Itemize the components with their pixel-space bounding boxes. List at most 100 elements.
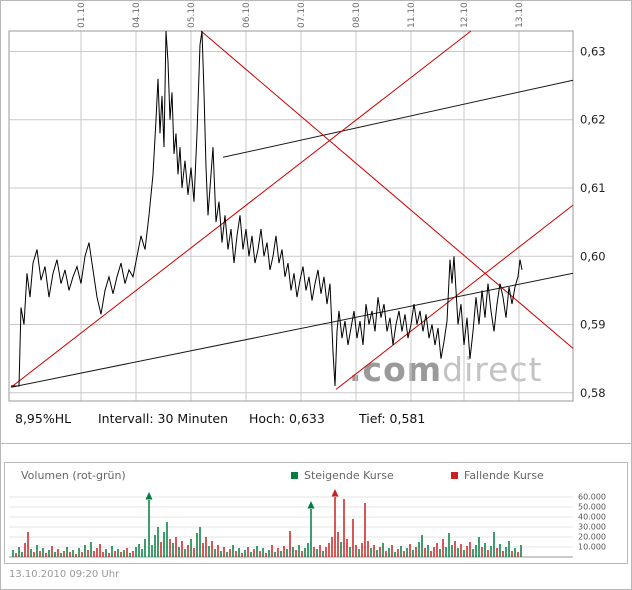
legend-falling-kurse: Fallende Kurse: [451, 469, 544, 482]
volume-bar: [78, 548, 80, 557]
volume-bar: [126, 548, 128, 557]
volume-bar: [144, 539, 146, 557]
volume-bar: [244, 550, 246, 557]
x-axis-date-label: 06.10.: [242, 1, 252, 28]
x-axis-date-label: 13.10.: [515, 1, 525, 28]
price-chart-svg: 0,58 0,59 0,60 0,61 0,62 0,63 01.10. 04.10. 05.1…: [8, 1, 606, 402]
volume-bar: [54, 552, 56, 557]
trend-line: [10, 30, 472, 388]
volume-bar: [511, 551, 513, 557]
volume-bar: [166, 522, 168, 557]
volume-bar: [478, 537, 480, 557]
volume-bar: [424, 548, 426, 557]
volume-bar: [45, 553, 47, 557]
legend-rising-label: Steigende Kurse: [304, 469, 394, 482]
volume-bar: [160, 542, 162, 557]
volume-bar: [352, 519, 354, 557]
volume-title: Volumen (rot-grün): [21, 469, 126, 482]
volume-bar: [84, 545, 86, 557]
x-axis-date-label: 08.10.: [352, 1, 362, 28]
price-chart-panel: .comdirect 0,58 0,59 0,60 0,61 0,62 0,63 01.10…: [1, 1, 631, 444]
volume-bar: [247, 547, 249, 557]
volume-bar: [421, 535, 423, 557]
volume-bar: [75, 554, 77, 557]
volume-bar: [129, 553, 131, 557]
volume-bar: [502, 551, 504, 557]
volume-bar: [349, 547, 351, 557]
volume-bar: [151, 545, 153, 557]
volume-tick-label: 40.000: [578, 513, 606, 522]
trend-line: [200, 30, 574, 349]
volume-bar: [154, 535, 156, 557]
volume-bar: [33, 552, 35, 557]
volume-bar: [27, 532, 29, 557]
trend-line: [335, 204, 574, 390]
volume-bar: [448, 533, 450, 557]
volume-bar: [138, 544, 140, 557]
y-axis-tick-label: 0,58: [580, 386, 606, 400]
volume-bar: [205, 537, 207, 557]
volume-bar: [220, 551, 222, 557]
volume-panel: Volumen (rot-grün) Steigende Kurse Falle…: [4, 462, 628, 564]
volume-bar: [274, 552, 276, 557]
volume-bar: [337, 532, 339, 557]
volume-tick-label: 30.000: [578, 523, 606, 532]
volume-bar: [241, 553, 243, 557]
volume-bar: [105, 549, 107, 557]
volume-bar: [310, 509, 312, 557]
volume-bar: [148, 500, 150, 557]
volume-bar: [256, 546, 258, 557]
volume-bar: [193, 548, 195, 557]
volume-bar: [490, 546, 492, 557]
volume-bar: [226, 552, 228, 557]
volume-bar: [30, 549, 32, 557]
volume-bar: [505, 547, 507, 557]
volume-bar: [304, 548, 306, 557]
volume-bar: [394, 552, 396, 557]
comdirect-watermark: .comdirect: [349, 353, 543, 386]
volume-bar: [460, 544, 462, 557]
volume-bar: [496, 548, 498, 557]
signal-arrow-icon: [331, 489, 339, 497]
volume-bar: [268, 550, 270, 557]
volume-bar: [517, 552, 519, 557]
volume-tick-label: 60.000: [578, 493, 606, 502]
x-axis-date-label: 11.10.: [407, 1, 417, 28]
volume-bar: [280, 551, 282, 557]
volume-bar: [331, 537, 333, 557]
volume-bar: [253, 549, 255, 557]
volume-bar: [313, 547, 315, 557]
volume-bar: [117, 549, 119, 557]
volume-bar: [39, 551, 41, 557]
volume-bar: [316, 549, 318, 557]
volume-bar: [141, 549, 143, 557]
watermark-com: .com: [349, 350, 443, 389]
volume-bar: [102, 552, 104, 557]
volume-bar: [175, 537, 177, 557]
volume-bar: [439, 549, 441, 557]
trend-line: [10, 272, 574, 388]
x-axis-date-label: 12.10.: [460, 1, 470, 28]
y-axis-tick-label: 0,61: [580, 181, 606, 195]
volume-bar: [409, 544, 411, 557]
volume-bar: [81, 552, 83, 557]
volume-bar: [90, 542, 92, 557]
volume-bar: [157, 527, 159, 557]
volume-bar: [87, 550, 89, 557]
volume-bar: [120, 552, 122, 557]
volume-bar: [202, 543, 204, 557]
volume-bar: [385, 551, 387, 557]
volume-bar: [328, 543, 330, 557]
volume-bar: [415, 547, 417, 557]
volume-bar: [69, 552, 71, 557]
volume-bar: [355, 545, 357, 557]
signal-arrow-icon: [307, 501, 315, 509]
volume-bar: [229, 549, 231, 557]
volume-bar: [418, 542, 420, 557]
volume-header: Volumen (rot-grün) Steigende Kurse Falle…: [5, 469, 627, 485]
volume-bar: [433, 547, 435, 557]
volume-bar: [72, 550, 74, 557]
stat-high: Hoch: 0,633: [249, 411, 325, 426]
volume-bar: [250, 552, 252, 557]
volume-bar: [466, 546, 468, 557]
